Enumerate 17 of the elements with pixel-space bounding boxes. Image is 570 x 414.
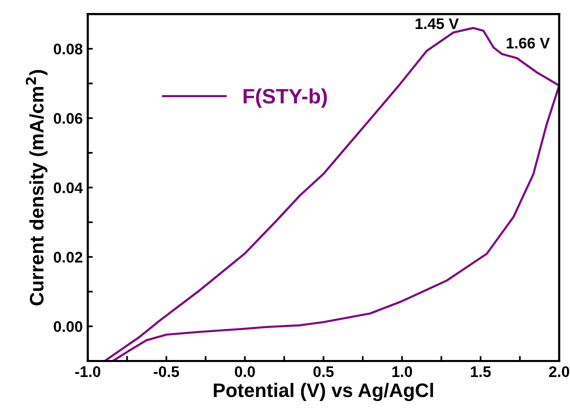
x-tick-label: 1.5 <box>470 366 491 378</box>
x-tick-label: -1.0 <box>75 366 100 378</box>
y-tick-label: 0.08 <box>54 44 82 54</box>
y-tick-label: 0.00 <box>54 321 82 332</box>
x-tick-label: 2.0 <box>549 366 570 378</box>
annotation: 1.66 V <box>506 38 550 49</box>
y-tick-label: 0.06 <box>54 113 82 124</box>
x-tick-label: 0.5 <box>313 366 334 378</box>
y-tick-label: 0.04 <box>54 182 83 194</box>
y-tick-label: 0.02 <box>54 252 82 263</box>
x-tick-label: 1.0 <box>392 366 412 378</box>
x-tick-label: 0.0 <box>234 366 255 378</box>
x-axis-title: Potential (V) vs Ag/AgCl <box>214 382 434 402</box>
legend-label: F(STY-b) <box>244 88 327 108</box>
annotation: 1.45 V <box>416 18 459 30</box>
y-axis-title: Current density (mA/cm$^{2}$) <box>26 70 48 306</box>
x-tick-label: -0.5 <box>154 366 180 378</box>
